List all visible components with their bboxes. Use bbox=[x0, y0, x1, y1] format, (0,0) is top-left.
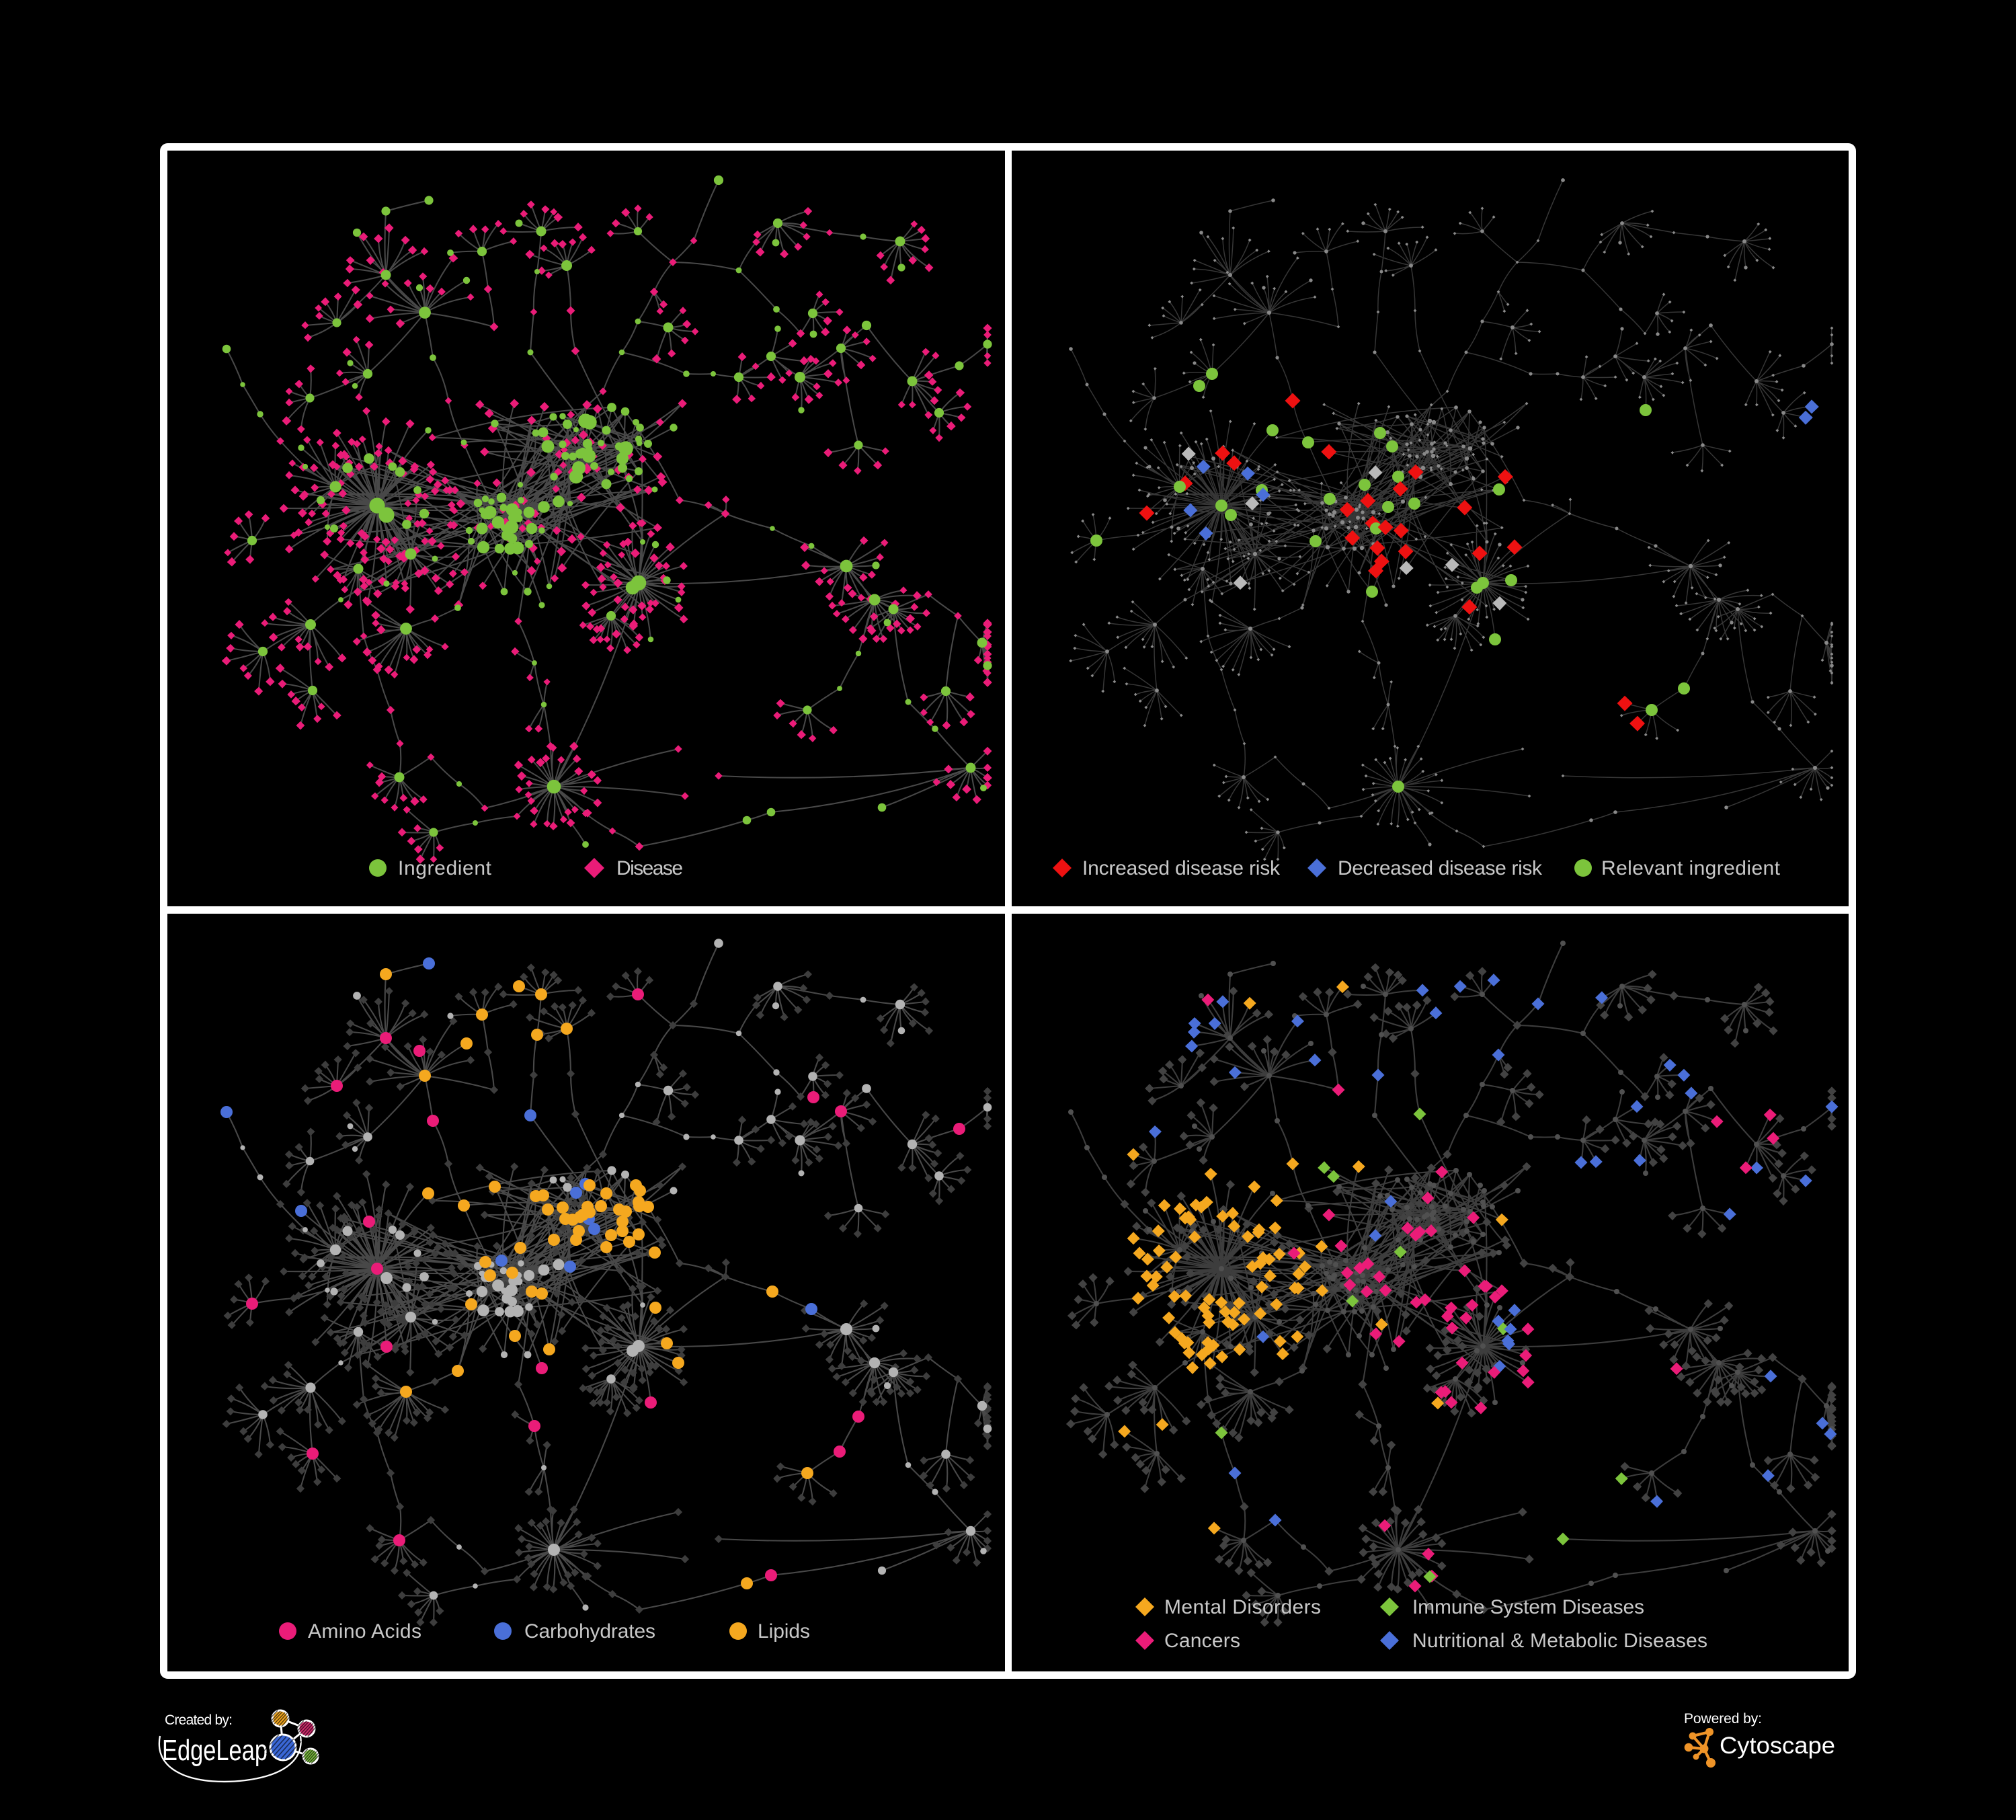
svg-text:Lipids: Lipids bbox=[758, 1620, 810, 1643]
svg-text:Nutritional & Metabolic Diseas: Nutritional & Metabolic Diseases bbox=[1412, 1630, 1707, 1652]
svg-text:Mental Disorders: Mental Disorders bbox=[1164, 1596, 1321, 1618]
svg-text:Ingredient: Ingredient bbox=[398, 857, 492, 879]
svg-text:Powered by:: Powered by: bbox=[1684, 1711, 1762, 1727]
svg-text:Created by:: Created by: bbox=[165, 1712, 233, 1728]
svg-text:Immune System Diseases: Immune System Diseases bbox=[1412, 1596, 1644, 1618]
svg-text:EdgeLeap: EdgeLeap bbox=[162, 1734, 268, 1767]
svg-text:Decreased disease risk: Decreased disease risk bbox=[1338, 857, 1543, 879]
svg-text:Cytoscape: Cytoscape bbox=[1720, 1733, 1835, 1759]
svg-text:Disease: Disease bbox=[616, 857, 683, 879]
svg-text:Carbohydrates: Carbohydrates bbox=[524, 1620, 655, 1643]
svg-text:Increased disease risk: Increased disease risk bbox=[1082, 857, 1281, 879]
svg-text:Relevant ingredient: Relevant ingredient bbox=[1601, 857, 1781, 879]
svg-text:Amino Acids: Amino Acids bbox=[308, 1620, 421, 1643]
svg-text:Cancers: Cancers bbox=[1164, 1630, 1240, 1652]
